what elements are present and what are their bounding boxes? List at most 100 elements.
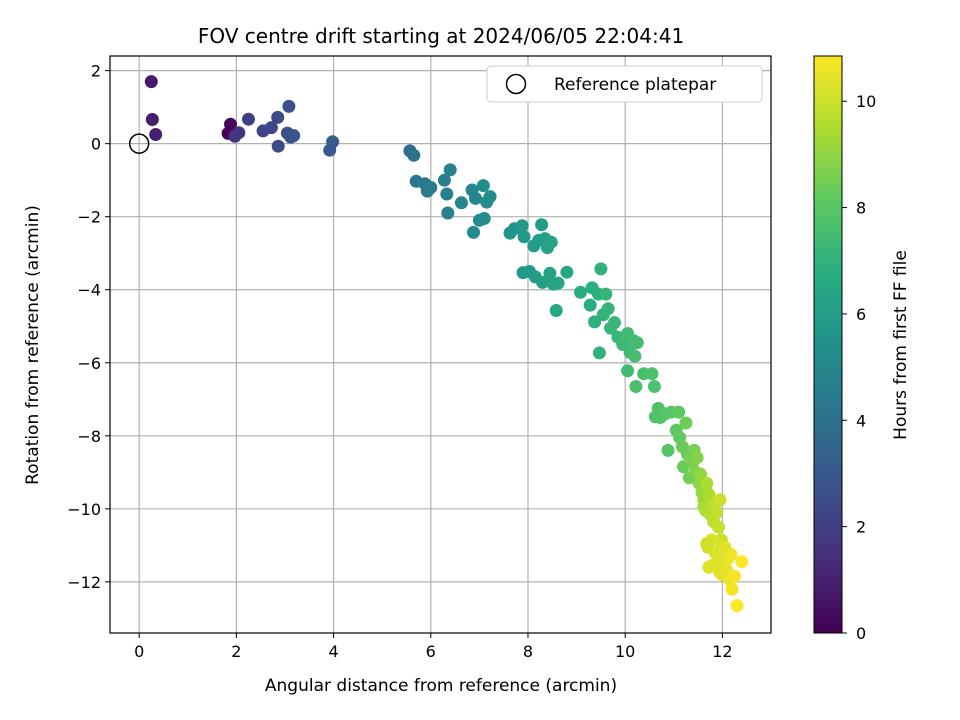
legend: Reference platepar [486, 65, 763, 103]
y-axis-label: Rotation from reference (arcmin) [23, 205, 43, 485]
scatter-point [694, 467, 707, 481]
y-tick-label: −10 [67, 500, 101, 519]
scatter-point [702, 560, 716, 574]
colorbar-tick-label: 8 [856, 199, 866, 218]
scatter-point [549, 304, 563, 317]
scatter-point [672, 405, 686, 419]
scatter-point [629, 380, 643, 393]
scatter-point [424, 181, 438, 194]
reference-marker [128, 133, 150, 154]
scatter-point [224, 117, 237, 131]
scatter-point [621, 364, 635, 378]
scatter-point [287, 129, 301, 143]
scatter-point [601, 302, 615, 316]
scatter-point [574, 285, 587, 299]
scatter-point [647, 380, 661, 393]
scatter-point [149, 128, 163, 141]
scatter-point [661, 443, 675, 457]
scatter-point [145, 113, 159, 126]
scatter-point [592, 346, 606, 360]
scatter-point [728, 569, 741, 583]
scatter-point [730, 599, 744, 613]
scatter-point [535, 218, 549, 232]
y-tick-label: −2 [77, 208, 101, 227]
colorbar-gradient [813, 55, 843, 634]
y-tick-label: −6 [77, 354, 101, 373]
colorbar-label: Hours from first FF file [891, 250, 911, 440]
x-tick-label: 10 [615, 642, 635, 661]
chart-title: FOV centre drift starting at 2024/06/05 … [198, 24, 684, 48]
x-tick-label: 4 [328, 642, 338, 661]
y-tick-label: −4 [77, 281, 101, 300]
colorbar-tick-label: 6 [856, 305, 866, 324]
scatter-point [467, 225, 480, 239]
x-tick-label: 6 [426, 642, 436, 661]
colorbar-tick-label: 0 [856, 624, 866, 643]
scatter-point [476, 179, 490, 193]
scatter-point [724, 548, 738, 561]
grid [110, 56, 771, 633]
scatter-point [144, 75, 158, 89]
scatter-point [700, 476, 714, 490]
scatter-point [515, 219, 529, 233]
scatter-point [441, 206, 455, 220]
colorbar-tick-label: 4 [856, 411, 866, 430]
x-tick-label: 2 [231, 642, 241, 661]
scatter-point [713, 493, 727, 507]
scatter-point [544, 235, 558, 249]
scatter-point [440, 187, 454, 201]
x-tick-label: 12 [712, 642, 732, 661]
scatter-point [628, 349, 642, 363]
scatter-point [407, 148, 421, 162]
scatter-point [443, 163, 457, 177]
colorbar-tick-label: 2 [856, 518, 866, 537]
scatter-point [543, 266, 557, 280]
legend-box [486, 65, 763, 103]
y-tick-label: −12 [67, 573, 101, 592]
colorbar-ticks: 0 2 4 6 8 10 [842, 92, 876, 643]
scatter-point [232, 126, 246, 140]
scatter-point [517, 230, 531, 244]
scatter-point [271, 110, 285, 124]
x-axis-label: Angular distance from reference (arcmin) [265, 676, 617, 696]
scatter-point [326, 135, 340, 149]
scatter-point [608, 316, 621, 330]
scatter-point [702, 487, 716, 501]
y-tick-label: −8 [77, 427, 101, 446]
scatter-point [713, 566, 727, 580]
scatter-point [645, 367, 659, 381]
scatter-point [242, 112, 255, 126]
scatter-point [264, 121, 278, 135]
plot-area [109, 55, 772, 634]
scatter-point [690, 451, 704, 465]
scatter-point [710, 506, 724, 519]
y-tick-label: 0 [91, 135, 101, 154]
colorbar-tick-label: 10 [856, 92, 876, 111]
scatter-point [594, 262, 608, 276]
scatter-point [679, 416, 693, 430]
scatter-point [583, 298, 597, 312]
x-tick-label: 0 [134, 642, 144, 661]
legend-marker-reference [505, 73, 527, 95]
scatter-point [551, 276, 565, 290]
scatter-point [630, 336, 644, 350]
scatter-point [560, 265, 574, 279]
scatter-point [735, 555, 749, 569]
scatter-point [483, 190, 497, 204]
scatter-point [712, 553, 725, 567]
scatter-point [437, 173, 451, 187]
scatter-point [712, 520, 725, 534]
scatter-point [477, 212, 491, 225]
legend-entry-reference: Reference platepar [554, 75, 716, 95]
axis-ticks: 0 2 4 6 8 10 12 2 0 −2 −4 −6 −8 −10 −12 [67, 62, 732, 661]
scatter-point [469, 191, 482, 205]
scatter-point [700, 537, 714, 550]
y-tick-label: 2 [91, 62, 101, 81]
scatter-point [454, 196, 468, 210]
scatter-point [271, 139, 285, 153]
scatter-points [128, 75, 749, 613]
scatter-point [282, 99, 296, 113]
colorbar: 0 2 4 6 8 10 Hours from first FF file [813, 55, 911, 643]
x-tick-label: 8 [523, 642, 533, 661]
